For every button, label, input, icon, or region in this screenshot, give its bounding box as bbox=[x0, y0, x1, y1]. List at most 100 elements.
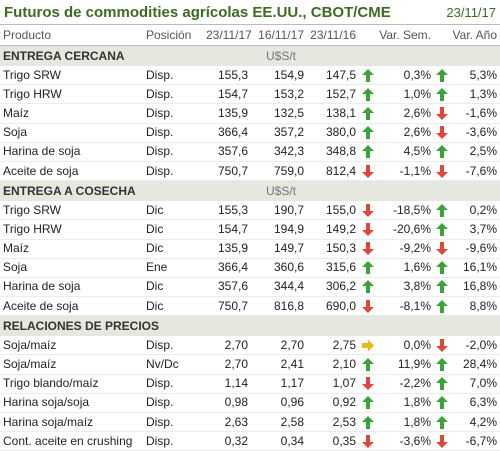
position: Nv/Dc bbox=[143, 354, 203, 375]
position: Disp. bbox=[143, 142, 203, 162]
position: Disp. bbox=[143, 123, 203, 143]
section-title: ENTREGA A COSECHA bbox=[0, 180, 203, 202]
trend-arrow bbox=[362, 68, 374, 82]
cell-value: 4,5% bbox=[377, 142, 435, 162]
cell-value: 11,9% bbox=[377, 354, 435, 375]
cell-value: -3,6% bbox=[377, 431, 435, 451]
trend-cell bbox=[434, 123, 451, 143]
cell-value: 348,8 bbox=[307, 142, 359, 162]
trend-cell bbox=[359, 219, 377, 240]
position: Disp. bbox=[143, 336, 203, 356]
section-filler bbox=[359, 315, 500, 337]
cell-value: -2,0% bbox=[450, 336, 500, 356]
trend-arrow bbox=[436, 87, 449, 101]
arrow-shape bbox=[436, 280, 449, 294]
arrow-shape bbox=[436, 126, 449, 140]
position: Disp. bbox=[143, 412, 203, 433]
trend-arrow bbox=[436, 396, 449, 410]
arrow-shape bbox=[436, 106, 449, 120]
column-header: Producto bbox=[0, 24, 143, 46]
product: Trigo SRW bbox=[0, 66, 143, 86]
arrow-shape bbox=[362, 280, 374, 294]
product: Trigo HRW bbox=[0, 219, 143, 240]
trend-cell bbox=[434, 201, 451, 221]
trend-arrow bbox=[436, 222, 449, 236]
trend-cell bbox=[359, 142, 377, 162]
cell-value: 1,07 bbox=[307, 374, 359, 394]
column-header: 23/11/16 bbox=[307, 24, 359, 46]
product: Soja/maíz bbox=[0, 336, 143, 356]
cell-value: 7,0% bbox=[450, 374, 500, 394]
cell-value: 153,2 bbox=[251, 84, 307, 105]
cell-value: 342,3 bbox=[251, 142, 307, 162]
trend-cell bbox=[434, 219, 451, 240]
cell-value: 1,0% bbox=[377, 84, 435, 105]
cell-value: 154,9 bbox=[251, 66, 307, 86]
cell-value: 150,3 bbox=[307, 239, 359, 259]
arrow-shape bbox=[436, 338, 449, 352]
cell-value: -9,2% bbox=[377, 239, 435, 259]
product: Trigo SRW bbox=[0, 201, 143, 221]
arrow-shape bbox=[362, 164, 374, 178]
cell-value: 315,6 bbox=[307, 258, 359, 278]
cell-value: 2,70 bbox=[203, 354, 251, 375]
arrow-shape bbox=[436, 299, 449, 313]
header-row: Producto Posición 23/11/17 16/11/17 23/11/16… bbox=[0, 24, 500, 46]
cell-value: 154,7 bbox=[203, 219, 251, 240]
trend-arrow bbox=[362, 126, 374, 140]
data-row: Harina soja/soja Disp. 0,98 0,96 0,92 1,8% 6,3… bbox=[0, 393, 500, 414]
trend-cell bbox=[359, 296, 377, 317]
cell-value: 380,0 bbox=[307, 123, 359, 143]
position: Disp. bbox=[143, 431, 203, 451]
trend-cell bbox=[434, 277, 451, 298]
cell-value: 690,0 bbox=[307, 296, 359, 317]
cell-value: 3,7% bbox=[450, 219, 500, 240]
cell-value: 360,6 bbox=[251, 258, 307, 278]
section-header: ENTREGA CERCANA U$S/t bbox=[0, 45, 500, 66]
cell-value: -1,6% bbox=[450, 103, 500, 124]
arrow-shape bbox=[362, 87, 374, 101]
trend-cell bbox=[359, 277, 377, 298]
section-title: ENTREGA CERCANA bbox=[0, 45, 203, 66]
trend-cell bbox=[359, 161, 377, 182]
cell-value: 5,3% bbox=[450, 66, 500, 86]
arrow-shape bbox=[436, 145, 449, 159]
trend-cell bbox=[434, 431, 451, 451]
cell-value: 0,96 bbox=[251, 393, 307, 414]
column-header: 23/11/17 bbox=[203, 24, 251, 46]
cell-value: 152,7 bbox=[307, 84, 359, 105]
trend-arrow bbox=[362, 434, 374, 448]
cell-value: 0,0% bbox=[377, 336, 435, 356]
product: Soja/maíz bbox=[0, 354, 143, 375]
cell-value: -3,6% bbox=[450, 123, 500, 143]
arrow-shape bbox=[362, 106, 374, 120]
position: Disp. bbox=[143, 393, 203, 414]
data-row: Trigo SRW Dic 155,3 190,7 155,0 -18,5% 0,2% bbox=[0, 201, 500, 221]
section-filler bbox=[359, 180, 500, 202]
arrow-shape bbox=[436, 377, 449, 391]
cell-value: 155,0 bbox=[307, 201, 359, 221]
cell-value: 1,17 bbox=[251, 374, 307, 394]
trend-cell bbox=[434, 336, 451, 356]
cell-value: 759,0 bbox=[251, 161, 307, 182]
product: Harina soja/maíz bbox=[0, 412, 143, 433]
position: Dic bbox=[143, 219, 203, 240]
product: Harina soja/soja bbox=[0, 393, 143, 414]
trend-cell bbox=[359, 123, 377, 143]
trend-cell bbox=[434, 239, 451, 259]
arrow-shape bbox=[436, 222, 449, 236]
section-filler bbox=[359, 45, 500, 66]
cell-value: 0,3% bbox=[377, 66, 435, 86]
title-bar: Futuros de commodities agrícolas EE.UU.,… bbox=[0, 0, 500, 24]
trend-arrow bbox=[362, 242, 374, 256]
cell-value: 750,7 bbox=[203, 296, 251, 317]
column-header: Posición bbox=[143, 24, 203, 46]
data-row: Trigo blando/maíz Disp. 1,14 1,17 1,07 -2,2% 7… bbox=[0, 374, 500, 394]
column-header: Var. Sem. bbox=[359, 24, 435, 46]
cell-value: 2,6% bbox=[377, 103, 435, 124]
cell-value: 0,98 bbox=[203, 393, 251, 414]
trend-arrow bbox=[436, 164, 449, 178]
cell-value: -18,5% bbox=[377, 201, 435, 221]
trend-arrow bbox=[362, 87, 374, 101]
cell-value: 357,6 bbox=[203, 277, 251, 298]
